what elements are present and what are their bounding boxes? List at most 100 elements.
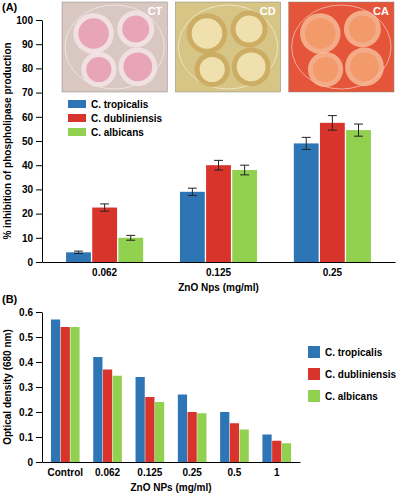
y-tick: 60 — [22, 112, 42, 123]
colony — [78, 18, 109, 49]
y-tick: 30 — [22, 184, 42, 195]
x-tick: 0.5 — [227, 462, 241, 478]
plot-area — [66, 116, 371, 262]
bar — [61, 327, 70, 462]
bar — [180, 192, 205, 262]
bar-series — [51, 320, 272, 463]
y-axis-line — [42, 21, 43, 263]
bar — [206, 165, 231, 262]
x-tick: 0.062 — [92, 262, 117, 278]
plate-rim — [65, 5, 164, 89]
y-tick-label: 60 — [22, 112, 34, 123]
x-tick-label: Control — [47, 467, 83, 478]
bar — [155, 402, 164, 462]
legend-swatch — [308, 390, 320, 402]
y-tick-mark — [36, 412, 42, 413]
legend-swatch — [308, 368, 320, 380]
y-tick: 20 — [22, 208, 42, 219]
x-tick: 1 — [274, 462, 280, 478]
plate-photo: CT — [62, 2, 167, 92]
legend: C. tropicalisC. dubliniensisC. albicans — [308, 346, 397, 402]
legend-label: C. albicans — [325, 391, 378, 402]
plate-photo: CD — [175, 2, 280, 92]
x-axis-title: ZnO Nps (mg/ml) — [178, 282, 259, 293]
y-tick: 0 — [27, 457, 42, 468]
bar — [51, 320, 60, 463]
x-tick-label: 0.062 — [92, 267, 117, 278]
bar-series — [118, 124, 371, 262]
y-tick-mark — [36, 214, 42, 215]
y-axis: 0102030405060708090100 — [16, 15, 42, 268]
y-tick-label: 90 — [22, 39, 34, 50]
y-tick: 0.6 — [19, 307, 42, 318]
bar — [103, 370, 112, 463]
y-tick-mark — [36, 93, 42, 94]
colony-halo — [73, 13, 114, 54]
y-tick: 10 — [22, 233, 42, 244]
x-tick: Control — [47, 462, 83, 478]
bar — [320, 123, 345, 262]
x-tick-label: 0.125 — [137, 467, 162, 478]
bar — [92, 208, 117, 262]
y-tick-label: 100 — [16, 15, 33, 26]
colony-halo — [345, 47, 384, 86]
colony — [123, 52, 152, 81]
colony — [313, 57, 338, 82]
x-tick: 0.125 — [206, 262, 231, 278]
y-tick: 0 — [27, 257, 42, 268]
bar-series — [61, 327, 282, 462]
y-tick-label: 0.3 — [19, 382, 33, 393]
plate-rim — [292, 5, 391, 89]
bar — [113, 376, 122, 462]
error-bar — [354, 124, 363, 136]
bar — [136, 377, 145, 462]
colony-halo — [232, 47, 271, 86]
x-axis-line — [43, 462, 301, 463]
bar-series — [70, 327, 291, 462]
error-bar — [126, 235, 135, 240]
y-axis: 0 0.1 0.2 0.3 0.4 0.5 0.6 — [19, 307, 42, 468]
y-tick: 0.4 — [19, 357, 42, 368]
colony-halo — [195, 52, 230, 87]
bar — [118, 238, 143, 262]
x-tick-label: 0.25 — [323, 267, 343, 278]
y-tick: 90 — [22, 39, 42, 50]
legend-swatch — [68, 100, 86, 108]
x-tick: 0.25 — [323, 262, 343, 278]
colony-halo — [187, 13, 228, 54]
bar — [230, 423, 239, 462]
y-tick-label: 40 — [22, 160, 34, 171]
y-tick-mark — [36, 387, 42, 388]
y-tick-label: 0.4 — [19, 357, 33, 368]
colony — [122, 16, 149, 43]
y-tick-mark — [36, 362, 42, 363]
y-tick: 0.2 — [19, 407, 42, 418]
colony — [236, 16, 263, 43]
y-tick-label: 30 — [22, 184, 34, 195]
y-tick: 0.1 — [19, 432, 42, 443]
legend-swatch — [68, 128, 86, 136]
colony — [192, 18, 223, 49]
x-axis-title: ZnO NPs (mg/ml) — [130, 482, 211, 493]
y-tick-mark — [36, 189, 42, 190]
error-bar — [302, 137, 311, 149]
x-axis: 0.062 0.125 0.25 — [43, 262, 396, 278]
y-tick-mark — [36, 262, 42, 263]
legend-label: C. tropicalis — [325, 347, 383, 358]
x-tick: 0.062 — [95, 462, 120, 478]
bar — [282, 443, 291, 462]
y-tick-mark — [36, 141, 42, 142]
y-tick-label: 0.5 — [19, 332, 33, 343]
y-tick-label: 80 — [22, 63, 34, 74]
error-bar — [240, 165, 249, 175]
y-tick-label: 0.1 — [19, 432, 33, 443]
y-tick-label: 0 — [27, 257, 33, 268]
panel-label: (B) — [2, 293, 18, 305]
y-tick: 0.5 — [19, 332, 42, 343]
y-tick: 40 — [22, 160, 42, 171]
y-axis-title: % inhibition of phospholipase production — [2, 42, 13, 239]
y-axis-line — [42, 313, 43, 463]
y-tick-mark — [36, 312, 42, 313]
y-axis-title: Optical density (680 nm) — [2, 329, 13, 445]
bar — [145, 397, 154, 462]
